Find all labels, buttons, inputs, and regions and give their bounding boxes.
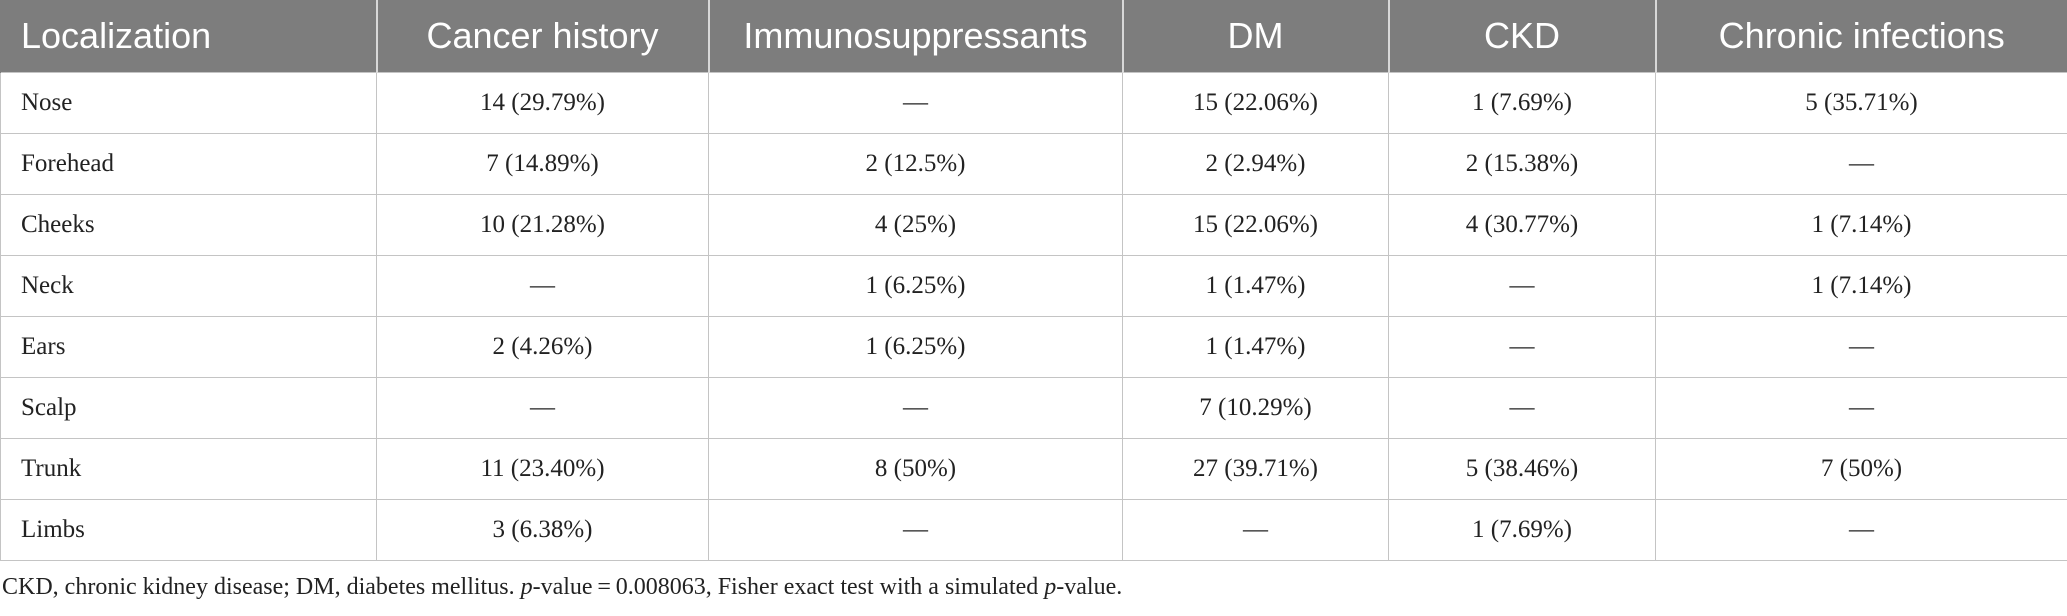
- footnote-p-symbol: p: [520, 574, 533, 600]
- table-cell: 4 (25%): [708, 194, 1123, 256]
- column-header-ckd: CKD: [1387, 0, 1657, 73]
- table-cell: —: [376, 377, 709, 439]
- row-label: Ears: [0, 316, 377, 378]
- footnote-p-symbol: p: [1044, 574, 1057, 600]
- table-cell: —: [376, 255, 709, 317]
- table-cell: —: [1655, 133, 2067, 195]
- table-cell: —: [1655, 316, 2067, 378]
- row-label: Nose: [0, 72, 377, 134]
- table-cell: 2 (2.94%): [1122, 133, 1389, 195]
- table-cell: 1 (1.47%): [1122, 316, 1389, 378]
- table-cell: —: [1122, 499, 1389, 561]
- table-row: Scalp — — 7 (10.29%) — —: [0, 377, 2067, 439]
- table-cell: —: [708, 499, 1123, 561]
- table-cell: 2 (12.5%): [708, 133, 1123, 195]
- table-row: Ears 2 (4.26%) 1 (6.25%) 1 (1.47%) — —: [0, 316, 2067, 378]
- column-header-chronic-infections: Chronic infections: [1654, 0, 2067, 73]
- table-cell: 7 (14.89%): [376, 133, 709, 195]
- table-row: Forehead 7 (14.89%) 2 (12.5%) 2 (2.94%) …: [0, 133, 2067, 195]
- column-header-immunosuppressants: Immunosuppressants: [707, 0, 1124, 73]
- row-label: Trunk: [0, 438, 377, 500]
- table-cell: 14 (29.79%): [376, 72, 709, 134]
- table-cell: 7 (50%): [1655, 438, 2067, 500]
- footnote-text: -value = 0.008063, Fisher exact test wit…: [532, 574, 1045, 600]
- table-cell: —: [1655, 377, 2067, 439]
- footnote-text: -value.: [1056, 574, 1123, 600]
- row-label: Scalp: [0, 377, 377, 439]
- localization-table: Localization Cancer history Immunosuppre…: [0, 0, 2067, 561]
- table-cell: 7 (10.29%): [1122, 377, 1389, 439]
- table-cell: 10 (21.28%): [376, 194, 709, 256]
- table-cell: —: [708, 377, 1123, 439]
- column-header-localization: Localization: [0, 0, 378, 73]
- table-cell: 1 (6.25%): [708, 255, 1123, 317]
- table-cell: 1 (7.14%): [1655, 194, 2067, 256]
- table-row: Nose 14 (29.79%) — 15 (22.06%) 1 (7.69%)…: [0, 72, 2067, 134]
- column-header-dm: DM: [1121, 0, 1390, 73]
- table-cell: 5 (38.46%): [1388, 438, 1656, 500]
- footnote-text: CKD, chronic kidney disease; DM, diabete…: [2, 574, 521, 600]
- table-cell: 2 (4.26%): [376, 316, 709, 378]
- table-cell: 1 (7.14%): [1655, 255, 2067, 317]
- table-cell: —: [708, 72, 1123, 134]
- row-label: Cheeks: [0, 194, 377, 256]
- table-cell: 8 (50%): [708, 438, 1123, 500]
- row-label: Neck: [0, 255, 377, 317]
- table-footnote: CKD, chronic kidney disease; DM, diabete…: [2, 574, 1122, 601]
- table-cell: 5 (35.71%): [1655, 72, 2067, 134]
- table-cell: 15 (22.06%): [1122, 72, 1389, 134]
- table-cell: —: [1388, 377, 1656, 439]
- table-cell: —: [1388, 316, 1656, 378]
- table-cell: 1 (6.25%): [708, 316, 1123, 378]
- row-label: Forehead: [0, 133, 377, 195]
- table-row: Trunk 11 (23.40%) 8 (50%) 27 (39.71%) 5 …: [0, 438, 2067, 500]
- table-cell: 15 (22.06%): [1122, 194, 1389, 256]
- table-cell: —: [1655, 499, 2067, 561]
- table-cell: 1 (1.47%): [1122, 255, 1389, 317]
- table-row: Limbs 3 (6.38%) — — 1 (7.69%) —: [0, 499, 2067, 561]
- table-cell: 1 (7.69%): [1388, 499, 1656, 561]
- table-cell: 2 (15.38%): [1388, 133, 1656, 195]
- table-cell: 27 (39.71%): [1122, 438, 1389, 500]
- table-cell: —: [1388, 255, 1656, 317]
- row-label: Limbs: [0, 499, 377, 561]
- table-row: Neck — 1 (6.25%) 1 (1.47%) — 1 (7.14%): [0, 255, 2067, 317]
- header-row: Localization Cancer history Immunosuppre…: [0, 0, 2067, 73]
- table-cell: 3 (6.38%): [376, 499, 709, 561]
- column-header-cancer-history: Cancer history: [375, 0, 710, 73]
- table-cell: 11 (23.40%): [376, 438, 709, 500]
- table-cell: 4 (30.77%): [1388, 194, 1656, 256]
- table-row: Cheeks 10 (21.28%) 4 (25%) 15 (22.06%) 4…: [0, 194, 2067, 256]
- table-cell: 1 (7.69%): [1388, 72, 1656, 134]
